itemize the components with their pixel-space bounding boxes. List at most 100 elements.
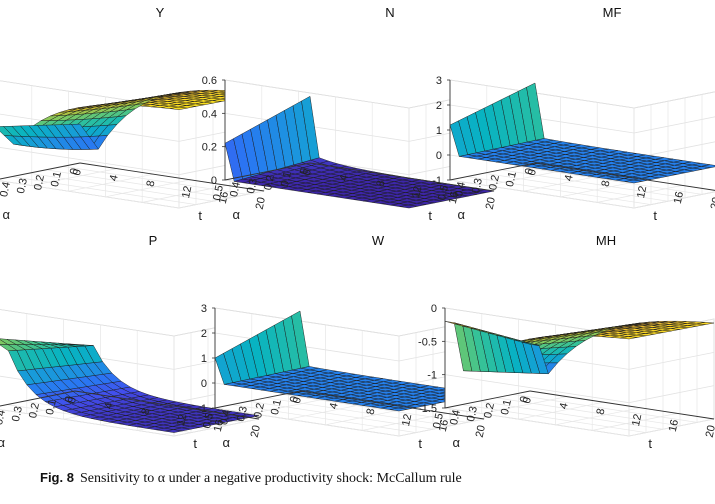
- chart-title: MF: [603, 5, 622, 20]
- x-tick-label: 0: [291, 396, 304, 404]
- y-axis-label: α: [223, 435, 231, 450]
- x-tick-label: 20: [474, 424, 488, 438]
- y-tick-label: 0.4: [448, 409, 463, 426]
- z-tick-label: 2: [436, 100, 442, 112]
- x-tick-label: 8: [375, 179, 388, 187]
- y-tick-label: 0.2: [27, 402, 42, 419]
- y-axis-label: α: [0, 435, 6, 450]
- chart-title: P: [149, 233, 158, 248]
- x-tick-label: 12: [635, 185, 649, 199]
- y-axis-line: [0, 390, 76, 407]
- y-tick-label: 0: [518, 395, 531, 403]
- y-gridline: [248, 329, 434, 430]
- y-gridline: [449, 108, 635, 209]
- y-tick-label: 0.4: [218, 409, 233, 426]
- y-tick-label: 0.4: [453, 181, 468, 198]
- y-gridline: [6, 332, 192, 434]
- x-axis-label: t: [193, 436, 197, 451]
- y-tick-label: 0.1: [44, 399, 59, 416]
- y-tick-label: 0.3: [235, 405, 250, 422]
- x-tick-label: 4: [103, 402, 116, 410]
- x-tick-label: 12: [630, 413, 644, 427]
- z-tick-label: 2: [201, 328, 207, 340]
- y-gridline: [28, 101, 214, 202]
- y-axis-line: [0, 162, 81, 180]
- y-gridline: [444, 336, 630, 437]
- x-axis-line: [534, 162, 715, 191]
- y-gridline: [0, 336, 175, 437]
- x-axis-label: t: [428, 208, 432, 223]
- y-gridline: [11, 104, 197, 206]
- x-tick-label: 4: [328, 402, 341, 410]
- x-axis-label: t: [648, 436, 652, 451]
- x-tick-label: 0: [301, 168, 314, 176]
- x-tick-label: 8: [595, 407, 608, 415]
- y-tick-label: 0.4: [0, 409, 8, 426]
- x-tick-label: 8: [600, 179, 613, 187]
- x-axis-label: t: [418, 436, 422, 451]
- y-tick-label: 0: [63, 395, 76, 403]
- x-tick-label: 12: [400, 413, 414, 427]
- y-tick-label: 0.4: [228, 181, 243, 198]
- y-tick-label: 0.5: [201, 412, 216, 429]
- x-tick-label: 0: [526, 168, 539, 176]
- figure-label: Fig. 8: [40, 470, 74, 485]
- x-axis-label: t: [198, 208, 202, 223]
- y-tick-label: 0.3: [10, 405, 25, 422]
- z-tick-label: 0: [431, 303, 437, 315]
- surface-patch: [301, 95, 320, 161]
- surface-patch: [66, 343, 85, 346]
- x-tick-label: 8: [145, 179, 158, 187]
- y-axis-line: [214, 390, 301, 409]
- y-gridline: [0, 108, 180, 209]
- y-tick-label: 0: [288, 395, 301, 403]
- y-tick-label: 0.2: [32, 174, 47, 191]
- y-tick-label: 0.5: [431, 412, 446, 429]
- x-tick-label: 20: [254, 196, 268, 210]
- z-tick-label: 1: [201, 353, 207, 365]
- z-tick-label: -1: [432, 175, 442, 187]
- y-gridline: [214, 336, 400, 437]
- y-axis-label: α: [458, 207, 466, 222]
- z-tick-label: 0: [201, 378, 207, 390]
- surface-patch: [526, 82, 545, 141]
- x-tick-label: 16: [672, 191, 686, 205]
- y-tick-label: 0.4: [0, 181, 13, 198]
- z-tick-label: 0.2: [202, 142, 217, 154]
- y-tick-label: 0.2: [482, 402, 497, 419]
- z-tick-label: 0.6: [202, 75, 217, 87]
- y-gridline: [512, 322, 698, 423]
- chart-panel-1: 0-0.3-0.6-0.904812162000.10.20.30.40.5tα…: [0, 5, 268, 223]
- z-tick-label: -1.5: [418, 403, 437, 415]
- x-axis-line: [529, 390, 715, 420]
- x-tick-label: 16: [437, 419, 451, 433]
- y-tick-label: 0.3: [15, 177, 30, 194]
- y-tick-label: 0.5: [436, 184, 451, 201]
- y-tick-label: 0.3: [245, 177, 260, 194]
- x-tick-label: 16: [217, 191, 231, 205]
- y-gridline: [466, 104, 652, 206]
- y-gridline: [461, 332, 647, 434]
- x-tick-label: 20: [704, 424, 715, 438]
- z-tick-label: -1: [427, 370, 437, 382]
- y-axis-label: α: [453, 435, 461, 450]
- y-tick-label: 0.2: [262, 174, 277, 191]
- y-tick-label: 0.1: [49, 171, 64, 188]
- z-tick-label: 3: [201, 303, 207, 315]
- surface-patch: [71, 123, 90, 138]
- x-tick-label: 12: [180, 185, 194, 199]
- x-axis-line: [79, 162, 265, 192]
- x-axis-line: [74, 390, 260, 420]
- x-tick-label: 12: [175, 413, 189, 427]
- y-gridline: [517, 94, 703, 195]
- x-tick-label: 8: [140, 407, 153, 415]
- x-tick-label: 8: [365, 407, 378, 415]
- x-tick-label: 16: [212, 419, 226, 433]
- y-axis-label: α: [3, 207, 11, 222]
- y-tick-label: 0: [298, 167, 311, 175]
- y-tick-label: 0: [523, 167, 536, 175]
- x-tick-label: 16: [447, 191, 461, 205]
